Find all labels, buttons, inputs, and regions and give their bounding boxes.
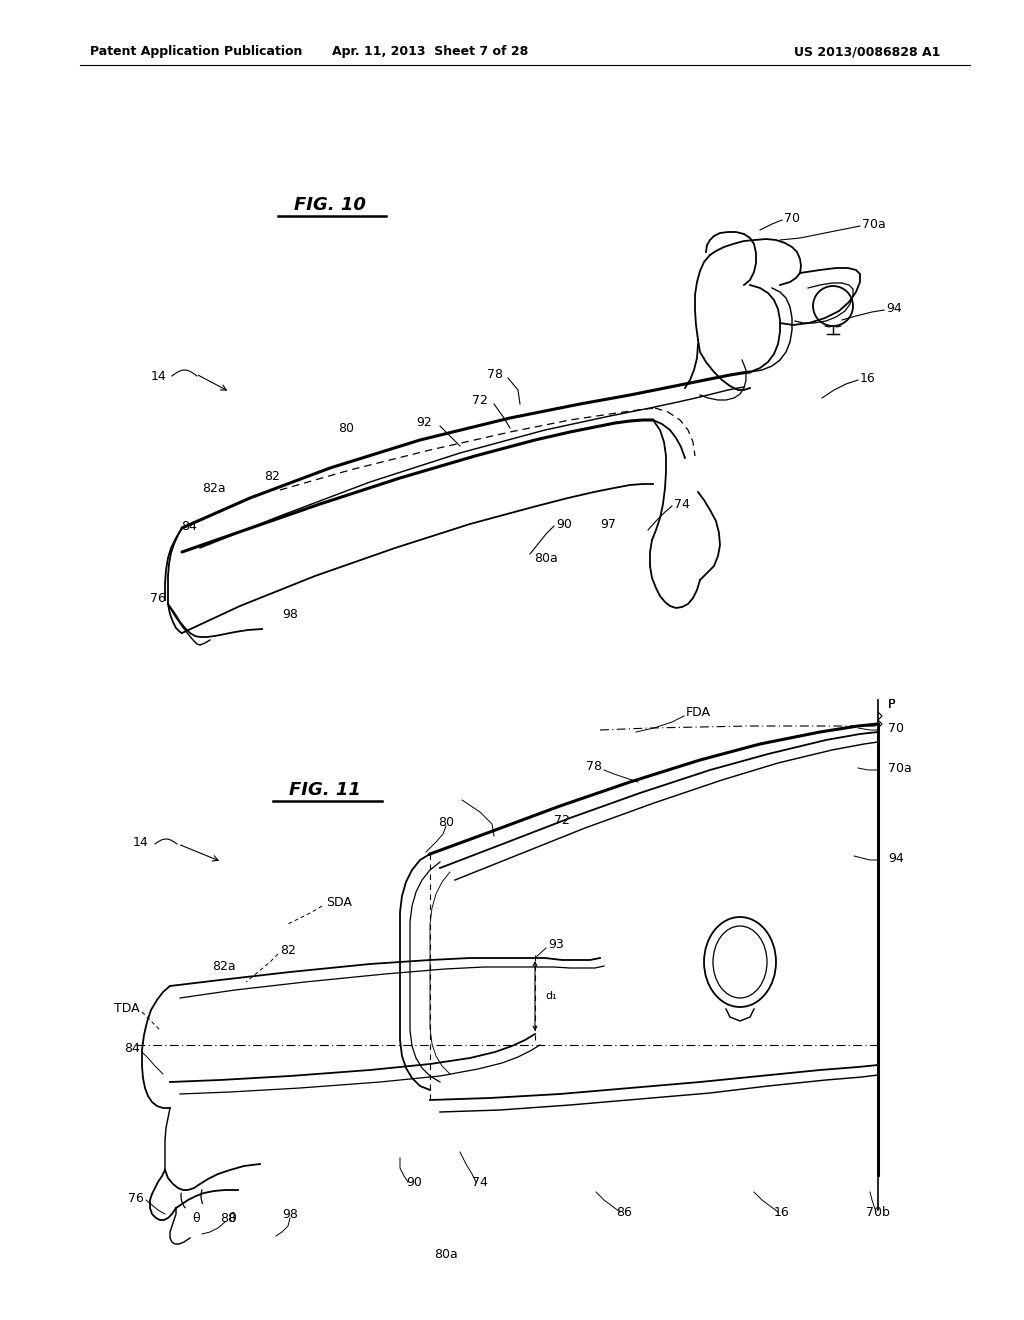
- Text: 72: 72: [554, 813, 570, 826]
- Text: 74: 74: [674, 498, 690, 511]
- Text: SDA: SDA: [326, 895, 352, 908]
- Text: P: P: [888, 697, 896, 710]
- Text: 70a: 70a: [862, 218, 886, 231]
- Text: 94: 94: [888, 851, 904, 865]
- Text: 84: 84: [181, 520, 197, 532]
- Text: 92: 92: [416, 416, 432, 429]
- Text: d₁: d₁: [545, 991, 557, 1001]
- Text: 97: 97: [600, 517, 615, 531]
- Text: 78: 78: [487, 367, 503, 380]
- Text: FIG. 10: FIG. 10: [294, 195, 366, 214]
- Text: 82: 82: [264, 470, 280, 483]
- Text: 82a: 82a: [212, 960, 236, 973]
- Text: 70b: 70b: [866, 1205, 890, 1218]
- Text: θ: θ: [228, 1212, 236, 1225]
- Text: TDA: TDA: [115, 1002, 140, 1015]
- Text: FDA: FDA: [686, 705, 711, 718]
- Text: 80: 80: [438, 816, 454, 829]
- Text: 98: 98: [282, 607, 298, 620]
- Text: 93: 93: [548, 937, 564, 950]
- Text: 90: 90: [556, 517, 571, 531]
- Text: 86: 86: [616, 1205, 632, 1218]
- Text: P: P: [888, 697, 896, 710]
- Text: 80: 80: [338, 421, 354, 434]
- Text: 82a: 82a: [203, 482, 226, 495]
- Text: 94: 94: [886, 301, 902, 314]
- Text: 16: 16: [774, 1205, 790, 1218]
- Text: θ: θ: [193, 1212, 200, 1225]
- Text: Patent Application Publication: Patent Application Publication: [90, 45, 302, 58]
- Text: 90: 90: [407, 1176, 422, 1188]
- Text: 14: 14: [132, 836, 148, 849]
- Text: 82: 82: [280, 944, 296, 957]
- Text: FIG. 11: FIG. 11: [289, 781, 360, 799]
- Text: 72: 72: [472, 393, 488, 407]
- Text: 14: 14: [151, 370, 166, 383]
- Text: Apr. 11, 2013  Sheet 7 of 28: Apr. 11, 2013 Sheet 7 of 28: [332, 45, 528, 58]
- Text: 80a: 80a: [535, 552, 558, 565]
- Text: US 2013/0086828 A1: US 2013/0086828 A1: [794, 45, 940, 58]
- Text: 70: 70: [888, 722, 904, 734]
- Text: 16: 16: [860, 371, 876, 384]
- Text: 78: 78: [586, 759, 602, 772]
- Text: 88: 88: [220, 1212, 236, 1225]
- Text: 98: 98: [282, 1208, 298, 1221]
- Text: 74: 74: [472, 1176, 488, 1188]
- Text: 70: 70: [784, 211, 800, 224]
- Text: 80a: 80a: [434, 1247, 458, 1261]
- Text: 84: 84: [124, 1041, 140, 1055]
- Text: 76: 76: [151, 591, 166, 605]
- Text: 70a: 70a: [888, 762, 911, 775]
- Text: 76: 76: [128, 1192, 144, 1204]
